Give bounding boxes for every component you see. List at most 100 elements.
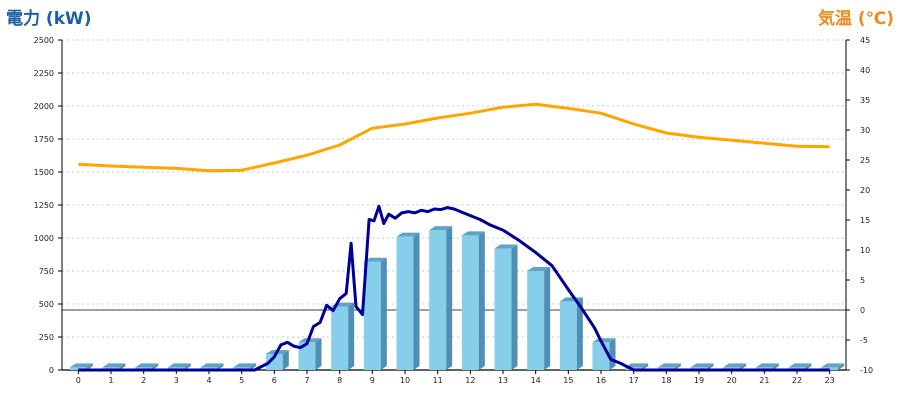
- x-axis-tick-label: 10: [400, 376, 410, 385]
- right-axis-tick-label: 10: [860, 246, 870, 255]
- bar-front: [527, 271, 545, 370]
- bar-front: [265, 354, 283, 370]
- bar-front: [592, 342, 610, 370]
- x-axis-tick-label: 0: [76, 376, 81, 385]
- x-axis-tick-label: 4: [206, 376, 211, 385]
- bar-side: [152, 363, 159, 370]
- left-axis-title: 電力 (kW): [6, 9, 92, 29]
- x-axis-tick-label: 12: [465, 376, 475, 385]
- left-axis-tick-label: 1750: [34, 135, 54, 144]
- bar-group: [527, 267, 551, 370]
- bar-front: [429, 230, 447, 370]
- bar-top: [233, 363, 257, 368]
- bar-side: [772, 363, 779, 370]
- bar-side: [576, 297, 583, 370]
- bar-group: [396, 232, 420, 370]
- bar-top: [396, 232, 420, 237]
- right-axis-tick-label: 45: [860, 36, 870, 45]
- bar-group: [429, 226, 453, 370]
- bar-side: [348, 302, 355, 370]
- bar-side: [119, 363, 126, 370]
- bar-front: [298, 342, 316, 370]
- right-axis-tick-label: 0: [860, 306, 865, 315]
- right-axis-tick-label: -10: [860, 366, 873, 375]
- left-axis-tick-label: 2000: [34, 102, 54, 111]
- x-axis-tick-label: 11: [433, 376, 443, 385]
- x-axis-tick-label: 7: [304, 376, 309, 385]
- x-axis-tick-label: 20: [727, 376, 737, 385]
- left-axis-tick-label: 1500: [34, 168, 54, 177]
- x-axis-tick-label: 18: [661, 376, 671, 385]
- bar-front: [363, 261, 381, 370]
- right-axis-tick-label: 35: [860, 96, 870, 105]
- bar-side: [609, 338, 616, 370]
- x-axis-tick-label: 17: [629, 376, 639, 385]
- left-axis-tick-label: 250: [39, 333, 54, 342]
- bar-top: [429, 226, 453, 231]
- x-axis-tick-label: 14: [531, 376, 541, 385]
- right-axis-tick-label: -5: [860, 336, 868, 345]
- bar-side: [282, 350, 289, 370]
- bar-side: [511, 244, 518, 370]
- bar-top: [788, 363, 812, 368]
- bar-side: [544, 267, 551, 370]
- power-line: [78, 204, 830, 372]
- x-axis-tick-label: 23: [825, 376, 835, 385]
- bar-side: [642, 363, 649, 370]
- temperature-line: [78, 102, 830, 173]
- bar-top: [135, 363, 159, 368]
- bar-top: [102, 363, 126, 368]
- x-axis-tick-label: 15: [563, 376, 573, 385]
- bar-side: [380, 257, 387, 370]
- bar-front: [396, 236, 414, 370]
- x-axis-tick-label: 5: [239, 376, 244, 385]
- right-axis-title: 気温 (℃): [817, 9, 894, 29]
- x-axis-tick-label: 16: [596, 376, 606, 385]
- x-axis-tick-label: 1: [108, 376, 113, 385]
- bar-group: [265, 350, 289, 370]
- bar-group: [331, 302, 355, 370]
- bar-top: [592, 338, 616, 343]
- x-axis-tick-label: 3: [174, 376, 179, 385]
- left-axis-tick-label: 750: [39, 267, 54, 276]
- bar-side: [86, 363, 93, 370]
- x-axis-tick-label: 19: [694, 376, 704, 385]
- right-axis-tick-label: 25: [860, 156, 870, 165]
- bar-group: [559, 297, 583, 370]
- bar-top: [821, 363, 845, 368]
- x-axis-tick-label: 8: [337, 376, 342, 385]
- left-axis-tick-label: 500: [39, 300, 54, 309]
- bar-top: [527, 267, 551, 271]
- x-axis-tick-label: 21: [759, 376, 769, 385]
- bar-top: [723, 363, 747, 368]
- x-axis-tick-label: 6: [272, 376, 277, 385]
- right-axis-tick-label: 5: [860, 276, 865, 285]
- bar-side: [805, 363, 812, 370]
- bar-top: [200, 363, 224, 368]
- left-axis-tick-label: 1000: [34, 234, 54, 243]
- x-axis-tick-label: 22: [792, 376, 802, 385]
- left-axis-tick-label: 2500: [34, 36, 54, 45]
- right-axis-tick-label: 40: [860, 66, 870, 75]
- bar-group: [494, 244, 518, 370]
- x-axis-tick-label: 9: [370, 376, 375, 385]
- bar-side: [250, 363, 257, 370]
- x-axis-tick-label: 2: [141, 376, 146, 385]
- bar-front: [331, 306, 349, 370]
- bar-front: [461, 235, 479, 370]
- bar-side: [217, 363, 224, 370]
- bar-side: [674, 363, 681, 370]
- left-axis-tick-label: 2250: [34, 69, 54, 78]
- left-axis-tick-label: 1250: [34, 201, 54, 210]
- bar-side: [315, 338, 322, 370]
- bar-group: [298, 338, 322, 370]
- bar-side: [184, 363, 191, 370]
- bar-top: [690, 363, 714, 368]
- bar-group: [592, 338, 616, 370]
- bar-top: [494, 244, 518, 249]
- bar-top: [167, 363, 191, 368]
- bar-side: [446, 226, 453, 370]
- bar-side: [707, 363, 714, 370]
- bar-side: [740, 363, 747, 370]
